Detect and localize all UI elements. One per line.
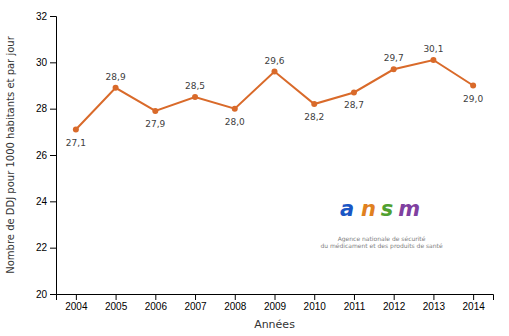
data-label: 28,0 (225, 117, 245, 127)
x-tick: 2011 (344, 294, 366, 312)
x-axis: 2004 2005 2006 2007 2008 2009 2010 2011 2012 2013… (57, 294, 494, 312)
y-tick: 24 (36, 196, 56, 207)
y-tick-label: 20 (36, 289, 48, 300)
y-tick: 30 (36, 57, 56, 68)
x-tick-mark (354, 294, 355, 300)
y-tick-mark (50, 155, 56, 156)
x-tick: 2008 (224, 294, 247, 312)
chart: 2004 2005 2006 2007 2008 2009 2010 2011 2012 2013… (0, 0, 509, 336)
point (391, 66, 397, 72)
data-label: 30,1 (423, 44, 443, 54)
x-tick-mark (155, 294, 156, 300)
x-tick-label: 2013 (423, 301, 446, 312)
y-tick-label: 30 (36, 57, 48, 68)
point (192, 94, 198, 100)
logo-letter: a (340, 197, 354, 221)
y-tick-mark (50, 201, 56, 202)
y-tick-mark (50, 62, 56, 63)
x-tick: 2006 (145, 294, 168, 312)
y-tick-mark (50, 294, 56, 295)
point (73, 127, 79, 133)
y-axis-line (50, 17, 57, 295)
logo-letter: m (398, 197, 420, 221)
point (113, 85, 119, 91)
y-tick-mark (50, 16, 56, 17)
data-label: 29,0 (463, 94, 483, 104)
x-tick: 2010 (304, 294, 327, 312)
x-tick: 2012 (383, 294, 406, 312)
x-tick-mark (473, 294, 474, 300)
x-tick-label: 2007 (184, 301, 207, 312)
x-tick: 2009 (264, 294, 287, 312)
point (152, 108, 158, 114)
annotations: ansm Agence nationale de sécuritédu médic… (321, 197, 443, 250)
y-tick-label: 28 (36, 103, 48, 114)
x-tick-label: 2004 (65, 301, 88, 312)
point (430, 57, 436, 63)
data-label: 28,5 (185, 81, 205, 91)
point (351, 89, 357, 95)
x-tick-mark (235, 294, 236, 300)
line (76, 60, 473, 130)
x-tick-mark (433, 294, 434, 300)
y-tick-mark (50, 248, 56, 249)
x-tick: 2005 (105, 294, 128, 312)
data-label: 28,9 (106, 72, 126, 82)
x-tick-mark (116, 294, 117, 300)
y-tick-label: 26 (36, 150, 48, 161)
logo-letter: n (361, 197, 376, 221)
data-label: 27,1 (66, 138, 86, 148)
x-tick-mark (76, 294, 77, 300)
y-axis-title: Nombre de DDJ pour 1000 habitants et par… (5, 35, 16, 273)
x-tick: 2013 (423, 294, 446, 312)
x-tick: 2004 (65, 294, 88, 312)
point (470, 83, 476, 89)
y-tick-label: 32 (36, 11, 48, 22)
y-tick-label: 24 (36, 196, 48, 207)
x-tick: 2014 (463, 294, 486, 312)
x-tick-mark (394, 294, 395, 300)
data-label: 28,2 (304, 112, 324, 122)
x-tick-label: 2011 (344, 301, 366, 312)
y-tick: 28 (36, 103, 56, 114)
x-tick-label: 2006 (145, 301, 168, 312)
x-tick-label: 2009 (264, 301, 287, 312)
x-tick-mark (314, 294, 315, 300)
y-tick: 20 (36, 289, 56, 300)
y-tick-mark (50, 109, 56, 110)
logo-caption: Agence nationale de sécuritédu médicamen… (321, 235, 443, 250)
y-tick: 22 (36, 242, 56, 253)
y-tick: 26 (36, 150, 56, 161)
x-tick-label: 2005 (105, 301, 128, 312)
x-tick-mark (195, 294, 196, 300)
point (232, 106, 238, 112)
plot-area: 2004 2005 2006 2007 2008 2009 2010 2011 2012 2013… (36, 11, 494, 312)
x-axis-line (57, 295, 494, 301)
x-tick-label: 2014 (463, 301, 486, 312)
x-axis-title: Années (254, 318, 295, 331)
y-tick: 32 (36, 11, 56, 22)
data-label: 27,9 (145, 119, 165, 129)
x-tick-label: 2008 (224, 301, 247, 312)
data-label: 29,7 (384, 53, 404, 63)
x-tick-label: 2012 (383, 301, 406, 312)
point (311, 101, 317, 107)
y-axis: 20 22 24 26 28 30 32 (36, 11, 57, 300)
y-tick-label: 22 (36, 242, 48, 253)
series (73, 57, 476, 133)
data-label: 29,6 (264, 56, 284, 66)
data-label: 28,7 (344, 100, 364, 110)
x-tick: 2007 (184, 294, 207, 312)
point (272, 69, 278, 75)
x-tick-mark (275, 294, 276, 300)
data-labels: 27,1 28,9 27,9 28,5 28,0 29,6 28,2 28,7 29,7 30,1… (66, 44, 484, 148)
logo-letter: s (381, 197, 394, 221)
x-tick-label: 2010 (304, 301, 327, 312)
